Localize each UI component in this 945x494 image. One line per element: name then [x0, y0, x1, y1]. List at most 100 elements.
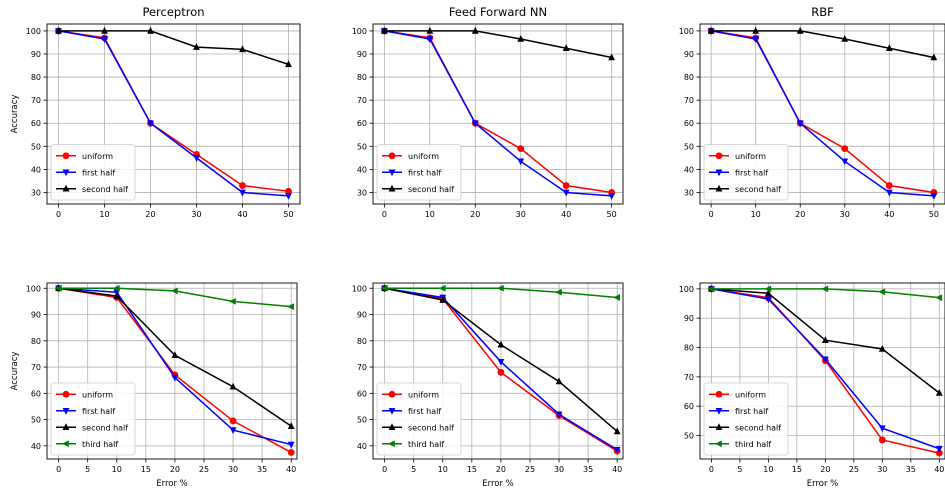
x-tick-label: 25 [199, 465, 209, 474]
x-tick-label: 20 [145, 210, 155, 219]
data-point [229, 427, 237, 435]
legend-box [376, 382, 462, 456]
legend-marker [388, 423, 396, 431]
data-point [930, 193, 938, 200]
data-point [841, 145, 849, 153]
y-tick-label: 30 [357, 188, 367, 197]
data-point [171, 351, 179, 359]
legend-marker [62, 440, 69, 448]
x-tick-label: 20 [470, 210, 480, 219]
legend-entry: uniform [82, 390, 113, 399]
data-point [380, 284, 388, 292]
data-point [426, 36, 434, 43]
data-point [229, 382, 237, 390]
series-first-half [55, 28, 292, 200]
y-tick-label: 30 [31, 188, 41, 197]
y-tick-label: 50 [357, 416, 367, 425]
x-tick-label: 10 [763, 465, 773, 474]
x-tick-label: 40 [884, 210, 894, 219]
legend-entry: second half [82, 423, 128, 432]
x-tick-label: 10 [438, 465, 448, 474]
data-point [764, 296, 772, 304]
x-tick-label: 10 [112, 465, 122, 474]
plot-frame [372, 282, 624, 460]
data-point [555, 288, 562, 296]
x-tick-label: 20 [170, 465, 180, 474]
legend-box [50, 382, 136, 456]
legend-marker [715, 184, 723, 192]
data-point [613, 427, 621, 435]
data-point [935, 294, 943, 302]
legend-box [703, 144, 789, 201]
data-point [193, 43, 200, 50]
series-line [58, 30, 289, 197]
subplot-4: 0 5 10 15 20 25 30 35 40 40 50 60 70 80 90 100 Error % Ac… [10, 282, 298, 489]
legend-entry: uniform [735, 390, 766, 399]
y-tick-label: 50 [357, 142, 367, 151]
series-line [384, 30, 612, 194]
data-point [287, 449, 295, 456]
data-point [555, 411, 563, 419]
x-tick-label: 25 [525, 465, 535, 474]
y-tick-label: 30 [684, 188, 694, 197]
series-third-half [707, 285, 943, 302]
data-point [841, 35, 849, 42]
legend-marker [62, 169, 70, 177]
data-point [439, 296, 447, 303]
data-point [496, 284, 504, 292]
y-tick-label: 80 [31, 73, 41, 82]
x-tick-label: 15 [792, 465, 802, 474]
y-tick-label: 100 [26, 27, 41, 36]
y-tick-label: 80 [357, 73, 367, 82]
legend: uniform first half second half [703, 144, 789, 201]
y-tick-label: 100 [352, 284, 367, 293]
x-tick-label: 15 [141, 465, 151, 474]
series-second-half [380, 26, 616, 61]
subplot-2: 0 10 20 30 40 50 30 40 50 60 70 80 90 100 Feed Forward… [352, 5, 624, 219]
data-point [517, 35, 525, 42]
data-point [562, 182, 570, 189]
x-tick-label: 50 [607, 210, 617, 219]
y-tick-label: 60 [684, 119, 694, 128]
plot-frame [699, 282, 945, 460]
data-point [878, 345, 886, 352]
data-point [101, 26, 108, 34]
data-point [54, 284, 62, 292]
legend-marker [388, 152, 396, 160]
y-tick-label: 60 [684, 402, 694, 411]
x-axis-label: Error % [156, 479, 188, 489]
y-tick-label: 90 [357, 311, 367, 320]
subplot-5: 0 5 10 15 20 25 30 35 40 40 50 60 70 80 90 100 Error % un… [352, 282, 624, 489]
data-point [285, 60, 292, 68]
x-tick-label: 15 [467, 465, 477, 474]
series-second-half [55, 284, 295, 429]
data-point [885, 182, 893, 189]
data-point [147, 26, 154, 34]
data-point [878, 425, 886, 433]
data-point [935, 445, 943, 453]
y-tick-label: 70 [357, 96, 367, 105]
data-point [821, 336, 829, 343]
y-tick-label: 80 [684, 73, 694, 82]
data-point [229, 297, 236, 305]
data-point [764, 285, 772, 293]
series-line [58, 30, 289, 66]
data-point [287, 422, 295, 429]
x-tick-label: 30 [516, 210, 526, 219]
data-point [517, 158, 525, 166]
y-tick-label: 40 [357, 442, 367, 451]
y-tick-label: 70 [684, 96, 694, 105]
plot-frame [372, 23, 624, 205]
x-tick-label: 0 [56, 210, 61, 219]
x-tick-label: 20 [795, 210, 805, 219]
x-axis-label: Error % [482, 479, 514, 489]
y-tick-label: 100 [679, 27, 694, 36]
data-point [885, 189, 893, 197]
legend-marker [62, 184, 70, 192]
y-tick-label: 60 [357, 389, 367, 398]
y-tick-label: 40 [31, 442, 41, 451]
series-line [711, 30, 934, 194]
data-point [239, 189, 246, 197]
x-tick-label: 40 [286, 465, 296, 474]
